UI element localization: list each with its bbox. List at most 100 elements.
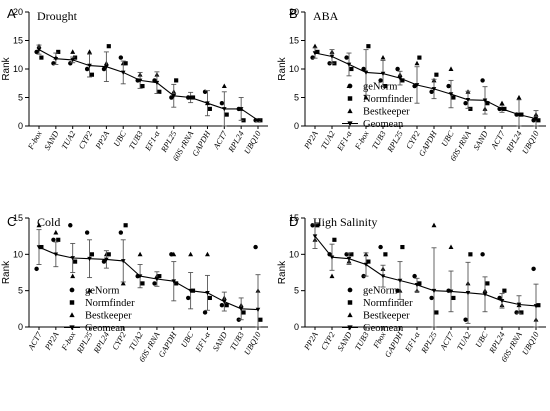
normfinder-point [468, 106, 473, 111]
normfinder-point [485, 281, 490, 286]
bestkeeper-point [516, 94, 522, 100]
geomean-point [137, 274, 143, 279]
x-tick-label-rpl25: RPL25 [75, 331, 95, 356]
normfinder-point [315, 223, 320, 228]
genorm-point [34, 266, 39, 272]
x-tick-label-ubq10: UBQ10 [520, 130, 540, 156]
y-tick-label: 5 [294, 286, 299, 296]
geomean-point [238, 107, 244, 112]
x-tick-label-gapdh: GAPDH [157, 330, 179, 359]
geomean-point [516, 112, 522, 117]
geomean-point [222, 299, 227, 304]
x-tick-label-tub3: TUB3 [370, 130, 388, 151]
geomean-point [482, 292, 488, 297]
genorm-point [84, 66, 90, 72]
geomean-point [205, 101, 210, 106]
normfinder-point [485, 101, 490, 106]
normfinder-point [106, 252, 111, 257]
bestkeeper-point [380, 55, 386, 60]
y-axis-title: Rank [277, 260, 288, 284]
genorm-point [34, 49, 39, 55]
geomean-point [36, 245, 42, 250]
normfinder-point [123, 61, 128, 66]
bestkeeper-point [137, 251, 143, 257]
normfinder-point [400, 244, 405, 250]
x-tick-label-pp2a: PP2A [302, 129, 320, 152]
x-tick-label-cyp2: CYP2 [77, 130, 94, 151]
bestkeeper-point [87, 288, 93, 293]
genorm-point [84, 230, 90, 235]
bestkeeper-point [171, 251, 177, 257]
geomean-point [431, 288, 437, 294]
panel-letter: A [7, 6, 16, 21]
normfinder-point [519, 310, 524, 315]
bestkeeper-point [70, 273, 76, 279]
bestkeeper-point [53, 229, 59, 235]
panel-letter: D [289, 214, 298, 229]
x-tick-label-sand: SAND [43, 129, 61, 151]
geomean-point [87, 63, 92, 68]
normfinder-point [174, 281, 179, 286]
y-tick-label: 0 [18, 121, 23, 131]
normfinder-point [349, 66, 354, 72]
x-tick-label-ubc: UBC [112, 129, 128, 148]
x-tick-label-cyp2: CYP2 [404, 130, 421, 151]
genorm-point [253, 244, 258, 250]
geomean-point [533, 304, 539, 309]
bestkeeper-point [363, 94, 369, 100]
geomean-point [346, 256, 352, 262]
geomean-point [104, 64, 109, 70]
normfinder-point [56, 49, 61, 54]
genorm-point [429, 89, 434, 95]
geomean-point [499, 299, 505, 304]
legend-label-geomean: Geomean [85, 323, 126, 334]
normfinder-point [332, 237, 337, 242]
x-tick-label-tua2: TUA2 [319, 130, 337, 151]
bestkeeper-point [448, 66, 454, 71]
x-tick-label-sand: SAND [336, 330, 354, 352]
x-tick-label-ubq10: UBQ10 [242, 130, 262, 156]
y-tick-label: 10 [13, 64, 23, 74]
x-tick-label-ubc: UBC [179, 330, 195, 349]
genorm-point [463, 100, 468, 106]
x-tick-label-tua2: TUA2 [60, 130, 78, 151]
normfinder-point [417, 281, 422, 286]
normfinder-point [224, 112, 229, 117]
bestkeeper-point [312, 43, 318, 49]
genorm-point [531, 266, 536, 272]
geomean-line [314, 235, 537, 307]
x-tick-label-pp2a: PP2A [43, 330, 61, 353]
y-tick-label: 15 [13, 36, 23, 46]
x-tick-label-sand: SAND [472, 129, 490, 151]
y-tick-label: 10 [289, 64, 299, 74]
geomean-point [482, 98, 488, 103]
x-tick-label-rpl25: RPL25 [385, 130, 405, 155]
genorm-point [118, 230, 124, 235]
genorm-point [68, 223, 73, 228]
normfinder-point [224, 303, 229, 308]
normfinder-point [89, 252, 95, 257]
normfinder-point [258, 118, 263, 123]
geomean-point [363, 262, 369, 267]
geomean-line [38, 246, 259, 311]
bestkeeper-point [414, 60, 420, 66]
legend-marker-geomean [347, 121, 353, 127]
legend-label-genorm: geNorm [85, 286, 119, 297]
y-axis-title: Rank [1, 56, 12, 80]
x-tick-label-rpl25: RPL25 [419, 331, 439, 356]
geomean-point [329, 54, 335, 59]
legend-marker-geomean [347, 325, 353, 331]
y-tick-label: 10 [13, 249, 23, 259]
geomean-point [188, 95, 193, 100]
legend-label-normfinder: Normfinder [363, 94, 413, 105]
geomean-point [516, 302, 522, 307]
legend-label-geomean: Geomean [363, 323, 404, 334]
geomean-point [120, 70, 126, 75]
x-tick-label-tub3: TUB3 [228, 331, 246, 352]
geomean-point [87, 256, 92, 262]
legend-marker-genorm [347, 287, 353, 293]
genorm-point [480, 252, 485, 257]
y-axis-title: Rank [277, 56, 288, 80]
normfinder-point [140, 84, 145, 89]
